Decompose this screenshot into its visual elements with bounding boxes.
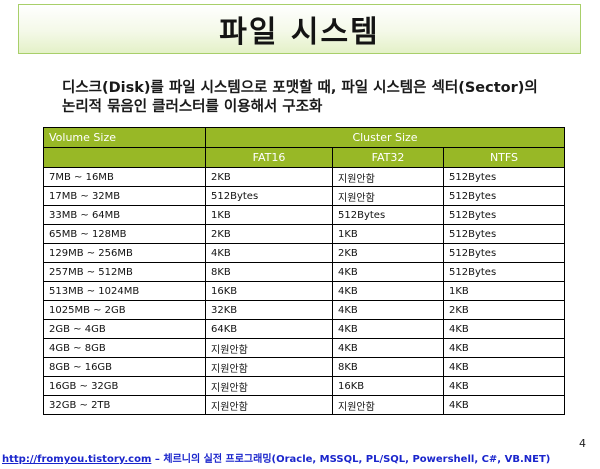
header-cluster-size: Cluster Size	[205, 127, 565, 148]
footer-blog-link[interactable]: http://fromyou.tistory.com	[2, 454, 152, 465]
slide-description: 디스크(Disk)를 파일 시스템으로 포맷할 때, 파일 시스템은 섹터(Se…	[62, 79, 592, 117]
cell-fat16: 512Bytes	[205, 186, 333, 206]
title-banner: 파일 시스템	[18, 4, 581, 54]
table-row: 65MB ~ 128MB 2KB 1KB 512Bytes	[43, 224, 565, 244]
table-row: 16GB ~ 32GB 지원안함 16KB 4KB	[43, 376, 565, 396]
cell-volume-size: 16GB ~ 32GB	[43, 376, 206, 396]
cell-fat32: 4KB	[332, 262, 444, 282]
table-header-row-1: Volume Size Cluster Size	[43, 127, 565, 148]
cell-fat32: 지원안함	[332, 186, 444, 206]
cell-volume-size: 8GB ~ 16GB	[43, 357, 206, 377]
slide-title: 파일 시스템	[219, 15, 380, 50]
description-line-1: 디스크(Disk)를 파일 시스템으로 포맷할 때, 파일 시스템은 섹터(Se…	[62, 80, 538, 96]
cell-fat16: 16KB	[205, 281, 333, 301]
cell-ntfs: 4KB	[443, 376, 565, 396]
cell-fat16: 2KB	[205, 224, 333, 244]
table-row: 2GB ~ 4GB 64KB 4KB 4KB	[43, 319, 565, 339]
cell-ntfs: 512Bytes	[443, 224, 565, 244]
table-row: 129MB ~ 256MB 4KB 2KB 512Bytes	[43, 243, 565, 263]
header-empty-cell	[43, 147, 206, 168]
cell-fat32: 4KB	[332, 281, 444, 301]
cell-volume-size: 1025MB ~ 2GB	[43, 300, 206, 320]
cell-fat32: 8KB	[332, 357, 444, 377]
cell-volume-size: 17MB ~ 32MB	[43, 186, 206, 206]
cell-ntfs: 4KB	[443, 395, 565, 415]
table-header-row-2: FAT16 FAT32 NTFS	[43, 147, 565, 168]
table-row: 17MB ~ 32MB 512Bytes 지원안함 512Bytes	[43, 186, 565, 206]
footer: http://fromyou.tistory.com – 체르니의 실전 프로그…	[2, 450, 550, 465]
cell-fat16: 64KB	[205, 319, 333, 339]
table-row: 33MB ~ 64MB 1KB 512Bytes 512Bytes	[43, 205, 565, 225]
cell-volume-size: 129MB ~ 256MB	[43, 243, 206, 263]
cell-fat16: 8KB	[205, 262, 333, 282]
cell-fat32: 4KB	[332, 338, 444, 358]
table-row: 8GB ~ 16GB 지원안함 8KB 4KB	[43, 357, 565, 377]
table-row: 513MB ~ 1024MB 16KB 4KB 1KB	[43, 281, 565, 301]
cell-ntfs: 4KB	[443, 338, 565, 358]
cell-ntfs: 512Bytes	[443, 186, 565, 206]
cell-fat16: 지원안함	[205, 395, 333, 415]
cell-ntfs: 4KB	[443, 357, 565, 377]
cell-fat16: 지원안함	[205, 376, 333, 396]
cluster-size-table: Volume Size Cluster Size FAT16 FAT32 NTF…	[43, 127, 565, 415]
footer-text: – 체르니의 실전 프로그래밍(Oracle, MSSQL, PL/SQL, P…	[151, 454, 551, 465]
cell-ntfs: 1KB	[443, 281, 565, 301]
header-ntfs: NTFS	[443, 147, 565, 168]
cell-fat16: 32KB	[205, 300, 333, 320]
cell-fat32: 4KB	[332, 300, 444, 320]
table-row: 1025MB ~ 2GB 32KB 4KB 2KB	[43, 300, 565, 320]
cell-fat16: 2KB	[205, 167, 333, 187]
cell-volume-size: 33MB ~ 64MB	[43, 205, 206, 225]
header-fat16: FAT16	[205, 147, 333, 168]
cell-fat16: 1KB	[205, 205, 333, 225]
cell-fat32: 16KB	[332, 376, 444, 396]
header-volume-size: Volume Size	[43, 127, 206, 148]
cell-volume-size: 257MB ~ 512MB	[43, 262, 206, 282]
cell-fat32: 1KB	[332, 224, 444, 244]
header-fat32: FAT32	[332, 147, 444, 168]
cell-ntfs: 512Bytes	[443, 167, 565, 187]
cell-fat16: 지원안함	[205, 338, 333, 358]
table-row: 257MB ~ 512MB 8KB 4KB 512Bytes	[43, 262, 565, 282]
cell-volume-size: 65MB ~ 128MB	[43, 224, 206, 244]
table-row: 7MB ~ 16MB 2KB 지원안함 512Bytes	[43, 167, 565, 187]
cell-ntfs: 512Bytes	[443, 262, 565, 282]
cell-volume-size: 32GB ~ 2TB	[43, 395, 206, 415]
cell-fat16: 4KB	[205, 243, 333, 263]
cell-fat32: 지원안함	[332, 395, 444, 415]
cell-volume-size: 513MB ~ 1024MB	[43, 281, 206, 301]
cell-fat32: 지원안함	[332, 167, 444, 187]
table-row: 32GB ~ 2TB 지원안함 지원안함 4KB	[43, 395, 565, 415]
cell-ntfs: 512Bytes	[443, 243, 565, 263]
cell-fat32: 4KB	[332, 319, 444, 339]
cell-volume-size: 4GB ~ 8GB	[43, 338, 206, 358]
table-row: 4GB ~ 8GB 지원안함 4KB 4KB	[43, 338, 565, 358]
description-line-2: 논리적 묶음인 클러스터를 이용해서 구조화	[62, 99, 323, 115]
cell-volume-size: 2GB ~ 4GB	[43, 319, 206, 339]
cell-ntfs: 2KB	[443, 300, 565, 320]
cell-fat32: 512Bytes	[332, 205, 444, 225]
cell-fat16: 지원안함	[205, 357, 333, 377]
page-number: 4	[579, 437, 586, 450]
cell-ntfs: 512Bytes	[443, 205, 565, 225]
cell-ntfs: 4KB	[443, 319, 565, 339]
cell-volume-size: 7MB ~ 16MB	[43, 167, 206, 187]
cell-fat32: 2KB	[332, 243, 444, 263]
